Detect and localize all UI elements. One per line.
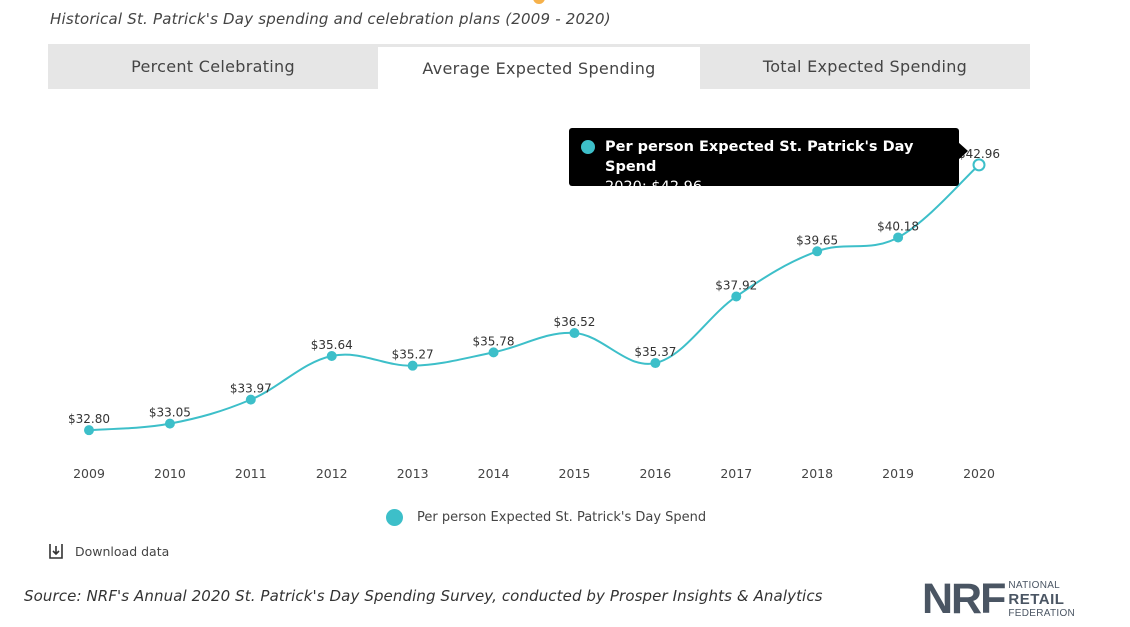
source-note: Source: NRF's Annual 2020 St. Patrick's … [24, 587, 823, 605]
nrf-logo-words: NATIONAL RETAIL FEDERATION [1008, 580, 1075, 620]
nrf-logo-line1: NATIONAL [1008, 580, 1061, 591]
x-tick-label-2009: 2009 [73, 466, 105, 481]
data-label-2016: $35.37 [634, 345, 676, 359]
data-label-2018: $39.65 [796, 233, 838, 247]
x-tick-label-2020: 2020 [963, 466, 995, 481]
x-tick-label-2013: 2013 [397, 466, 429, 481]
data-label-2013: $35.27 [392, 348, 434, 362]
series-line [88, 164, 980, 432]
data-point-2020[interactable] [972, 158, 986, 172]
data-label-2009: $32.80 [68, 412, 110, 426]
legend-marker [386, 509, 403, 526]
chart-legend-item[interactable]: Per person Expected St. Patrick's Day Sp… [386, 509, 706, 526]
tooltip-value: 2020: $42.96 [605, 179, 703, 195]
data-label-2012: $35.64 [311, 338, 353, 352]
nrf-logo-line2: RETAIL [1008, 591, 1065, 608]
data-point-2010[interactable] [164, 418, 175, 429]
tab-percent-celebrating[interactable]: Percent Celebrating [131, 57, 295, 76]
chart-subtitle: Historical St. Patrick's Day spending an… [50, 10, 611, 28]
nrf-logo-mark: NRF [922, 575, 1006, 623]
data-point-2016[interactable] [650, 358, 661, 369]
x-tick-label-2017: 2017 [720, 466, 752, 481]
tooltip-series-dot [581, 140, 595, 154]
data-point-2014[interactable] [488, 347, 499, 358]
tab-average-expected-spending[interactable]: Average Expected Spending [378, 47, 700, 89]
line-chart: $32.80 2009 $33.05 2010 $33.97 2011 $35.64 2012… [68, 147, 1000, 481]
tab-total-expected-spending[interactable]: Total Expected Spending [762, 57, 968, 76]
x-tick-label-2011: 2011 [235, 466, 267, 481]
data-point-2015[interactable] [569, 328, 580, 339]
x-tick-label-2015: 2015 [559, 466, 591, 481]
data-point-2019[interactable] [893, 232, 904, 243]
data-point-2009[interactable] [84, 425, 94, 436]
download-icon [49, 544, 63, 559]
data-point-2017[interactable] [731, 291, 742, 302]
nrf-logo-line3: FEDERATION [1008, 608, 1076, 619]
data-label-2020: $42.96 [958, 147, 1000, 161]
x-tick-label-2016: 2016 [639, 466, 671, 481]
tab-bar: Percent Celebrating Average Expected Spe… [48, 44, 1030, 89]
data-point-2011[interactable] [245, 394, 256, 405]
top-indicator-dot [533, 0, 545, 4]
x-tick-label-2018: 2018 [801, 466, 833, 481]
x-tick-label-2012: 2012 [316, 466, 348, 481]
download-label: Download data [75, 543, 170, 559]
download-data-link[interactable]: Download data [48, 543, 169, 559]
x-tick-label-2014: 2014 [478, 466, 510, 481]
nrf-logo: NRF NATIONAL RETAIL FEDERATION [922, 575, 1075, 623]
data-label-2014: $35.78 [473, 334, 515, 348]
data-label-2010: $33.05 [149, 406, 191, 420]
data-point-2012[interactable] [326, 351, 337, 362]
data-point-2018[interactable] [812, 246, 823, 257]
data-label-2017: $37.92 [715, 278, 757, 292]
data-label-2011: $33.97 [230, 382, 272, 396]
x-tick-label-2010: 2010 [154, 466, 186, 481]
tooltip-series-name: Per person Expected St. Patrick's Day Sp… [605, 139, 914, 175]
data-label-2019: $40.18 [877, 219, 919, 233]
data-label-2015: $36.52 [553, 315, 595, 329]
x-tick-label-2019: 2019 [882, 466, 914, 481]
tooltip-arrow [958, 142, 968, 160]
legend-label: Per person Expected St. Patrick's Day Sp… [417, 510, 707, 525]
chart-tooltip: Per person Expected St. Patrick's Day Sp… [569, 128, 968, 195]
data-point-2013[interactable] [407, 360, 418, 371]
